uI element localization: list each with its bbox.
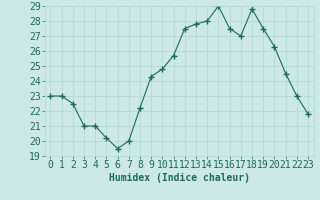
X-axis label: Humidex (Indice chaleur): Humidex (Indice chaleur)	[109, 173, 250, 183]
